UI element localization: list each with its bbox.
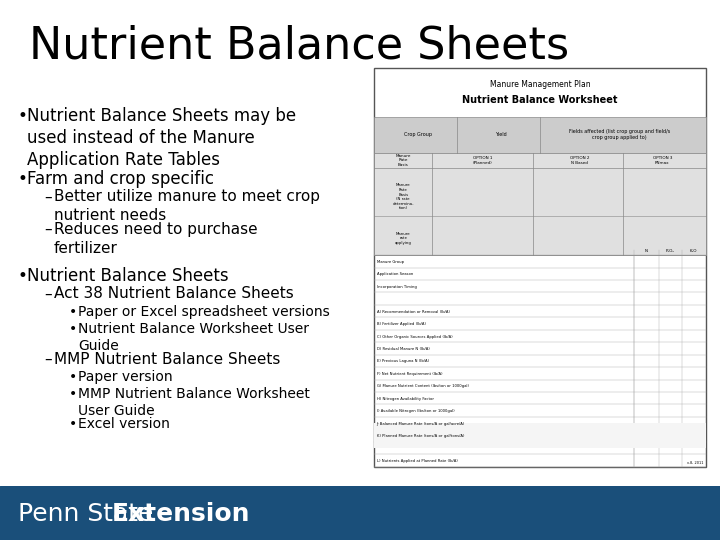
Text: C) Other Organic Sources Applied (lb/A): C) Other Organic Sources Applied (lb/A) bbox=[377, 335, 452, 339]
Text: Paper version: Paper version bbox=[78, 370, 172, 384]
Text: I) Available Nitrogen (lbs/ton or 1000gal): I) Available Nitrogen (lbs/ton or 1000ga… bbox=[377, 409, 454, 413]
Text: v.8, 2011: v.8, 2011 bbox=[687, 461, 703, 465]
Text: Nutrient Balance Worksheet: Nutrient Balance Worksheet bbox=[462, 95, 618, 105]
Text: Nutrient Balance Worksheet User
Guide: Nutrient Balance Worksheet User Guide bbox=[78, 321, 309, 353]
Text: MMP Nutrient Balance Sheets: MMP Nutrient Balance Sheets bbox=[54, 352, 280, 367]
Text: Nutrient Balance Sheets may be
used instead of the Manure
Application Rate Table: Nutrient Balance Sheets may be used inst… bbox=[27, 107, 297, 170]
Text: L) Nutrients Applied at Planned Rate (lb/A): L) Nutrients Applied at Planned Rate (lb… bbox=[377, 459, 457, 463]
Bar bbox=[374, 423, 706, 448]
Text: N: N bbox=[645, 249, 648, 253]
Text: Nutrient Balance Sheets: Nutrient Balance Sheets bbox=[29, 24, 569, 68]
Text: J) Balanced Manure Rate (tons/A or gal/acre/A): J) Balanced Manure Rate (tons/A or gal/a… bbox=[377, 422, 465, 426]
Text: OPTION 2
N Based: OPTION 2 N Based bbox=[570, 156, 590, 165]
Text: •: • bbox=[68, 387, 76, 401]
Text: Reduces need to purchase
fertilizer: Reduces need to purchase fertilizer bbox=[54, 222, 258, 255]
Text: K) Planned Manure Rate (tons/A or gal/tons/A): K) Planned Manure Rate (tons/A or gal/to… bbox=[377, 434, 464, 438]
Text: Fields affected (list crop group and field/s
crop group applied to): Fields affected (list crop group and fie… bbox=[569, 130, 670, 140]
Bar bbox=[374, 68, 706, 467]
Text: Excel version: Excel version bbox=[78, 417, 170, 431]
Text: –: – bbox=[45, 286, 53, 301]
Text: •: • bbox=[68, 370, 76, 384]
Text: F) Net Nutrient Requirement (lb/A): F) Net Nutrient Requirement (lb/A) bbox=[377, 372, 442, 376]
Text: –: – bbox=[45, 352, 53, 367]
Text: G) Manure Nutrient Content (lbs/ton or 1000gal): G) Manure Nutrient Content (lbs/ton or 1… bbox=[377, 384, 469, 388]
Text: •: • bbox=[18, 107, 28, 125]
Text: •: • bbox=[68, 305, 76, 319]
Text: Manure
Rate
Basis
(N rate
determina-
tion): Manure Rate Basis (N rate determina- tio… bbox=[392, 183, 414, 210]
Text: Better utilize manure to meet crop
nutrient needs: Better utilize manure to meet crop nutri… bbox=[54, 190, 320, 223]
Text: –: – bbox=[45, 222, 53, 237]
Text: OPTION 1
(Planned): OPTION 1 (Planned) bbox=[472, 156, 492, 165]
Text: Application Season: Application Season bbox=[377, 272, 413, 276]
Text: Nutrient Balance Sheets: Nutrient Balance Sheets bbox=[27, 267, 229, 285]
Text: D) Residual Manure N (lb/A): D) Residual Manure N (lb/A) bbox=[377, 347, 429, 351]
Text: K₂O: K₂O bbox=[690, 249, 697, 253]
Text: Manure
rate
applying: Manure rate applying bbox=[395, 232, 412, 245]
Text: B) Fertilizer Applied (lb/A): B) Fertilizer Applied (lb/A) bbox=[377, 322, 426, 326]
Text: Manure
Rate
Basis: Manure Rate Basis bbox=[395, 154, 411, 167]
Text: Incorporation Timing: Incorporation Timing bbox=[377, 285, 416, 289]
Text: Paper or Excel spreadsheet versions: Paper or Excel spreadsheet versions bbox=[78, 305, 330, 319]
Text: •: • bbox=[68, 417, 76, 431]
Text: Crop Group: Crop Group bbox=[404, 132, 431, 137]
Text: •: • bbox=[68, 321, 76, 335]
Text: MMP Nutrient Balance Worksheet
User Guide: MMP Nutrient Balance Worksheet User Guid… bbox=[78, 387, 310, 418]
Text: •: • bbox=[18, 170, 28, 188]
Bar bbox=[374, 117, 706, 153]
Text: –: – bbox=[45, 190, 53, 205]
Text: E) Previous Laguna N (lb/A): E) Previous Laguna N (lb/A) bbox=[377, 360, 428, 363]
Text: P₂O₅: P₂O₅ bbox=[666, 249, 675, 253]
Text: Act 38 Nutrient Balance Sheets: Act 38 Nutrient Balance Sheets bbox=[54, 286, 294, 301]
Bar bbox=[374, 153, 706, 255]
Text: A) Recommendation or Removal (lb/A): A) Recommendation or Removal (lb/A) bbox=[377, 310, 449, 314]
Text: Farm and crop specific: Farm and crop specific bbox=[27, 170, 215, 188]
Text: •: • bbox=[18, 267, 28, 285]
Text: Manure Group: Manure Group bbox=[377, 260, 403, 264]
Text: Manure Management Plan: Manure Management Plan bbox=[490, 80, 590, 89]
Text: H) Nitrogen Availability Factor: H) Nitrogen Availability Factor bbox=[377, 397, 433, 401]
Text: Yield: Yield bbox=[495, 132, 506, 137]
Text: OPTION 3
PNmax: OPTION 3 PNmax bbox=[652, 156, 672, 165]
Text: Penn State: Penn State bbox=[18, 502, 161, 526]
Text: Extension: Extension bbox=[112, 502, 250, 526]
